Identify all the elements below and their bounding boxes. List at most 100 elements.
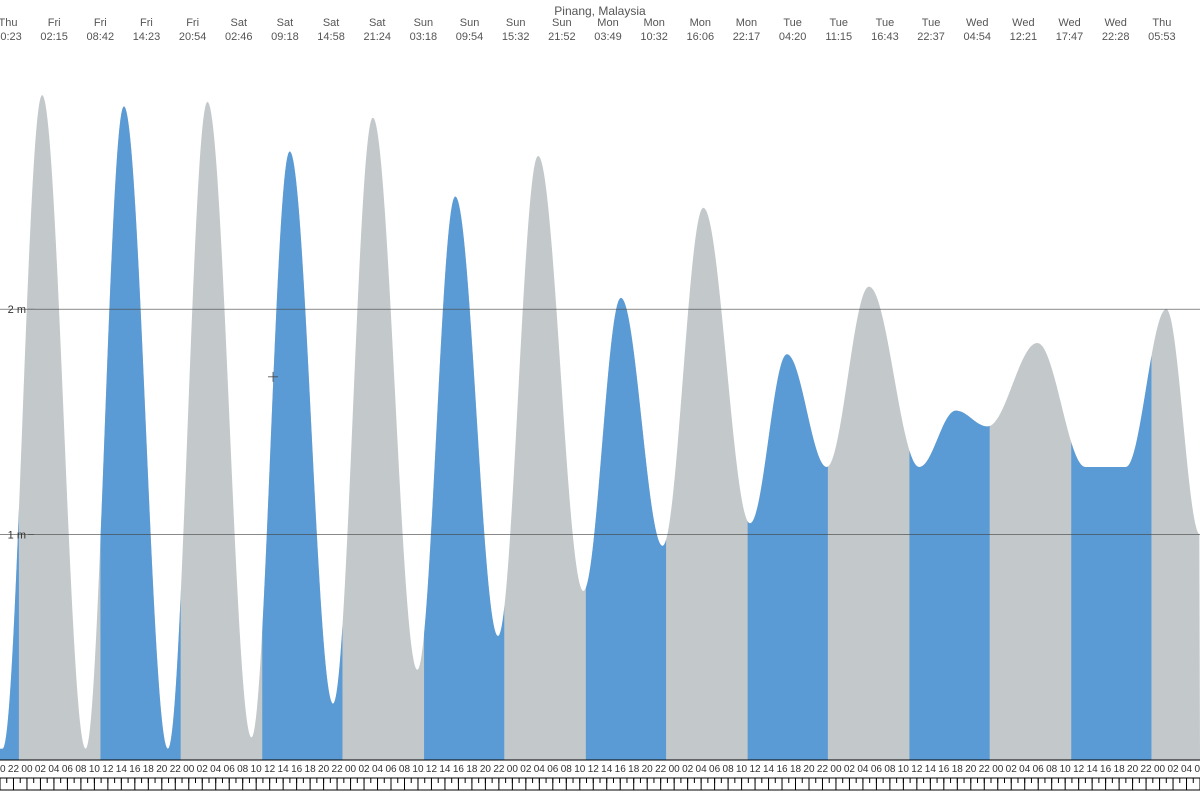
x-tick-label: 20 (965, 764, 977, 775)
x-tick-label: 04 (372, 764, 384, 775)
top-label-time: 20:54 (179, 31, 207, 43)
top-label-time: 17:47 (1056, 31, 1084, 43)
x-tick-label: 22 (493, 764, 505, 775)
x-tick-label: 22 (655, 764, 667, 775)
x-tick-label: 08 (237, 764, 249, 775)
top-label-day: Thu (1152, 17, 1171, 29)
x-tick-label: 20 (642, 764, 654, 775)
x-tick-label: 14 (763, 764, 775, 775)
top-label-day: Fri (48, 17, 61, 29)
top-label-time: 04:20 (779, 31, 807, 43)
x-tick-label: 16 (129, 764, 141, 775)
top-label-day: Fri (186, 17, 199, 29)
top-label-time: 11:15 (825, 31, 852, 43)
top-label-time: 14:23 (133, 31, 161, 43)
top-label-day: Mon (643, 17, 664, 29)
x-tick-label: 04 (857, 764, 869, 775)
x-tick-label: 12 (1073, 764, 1085, 775)
x-tick-label: 06 (871, 764, 883, 775)
x-tick-label: 00 (1154, 764, 1166, 775)
x-tick-label: 22 (979, 764, 991, 775)
x-tick-label: 02 (844, 764, 856, 775)
x-tick-label: 22 (1141, 764, 1153, 775)
y-axis-label: 2 m (8, 304, 26, 316)
x-tick-label: 12 (749, 764, 761, 775)
x-tick-label: 18 (1114, 764, 1126, 775)
x-tick-label: 02 (1006, 764, 1018, 775)
x-tick-label: 06 (547, 764, 559, 775)
top-label-time: 22:37 (917, 31, 945, 43)
top-label-time: 22:17 (733, 31, 761, 43)
x-tick-label: 08 (884, 764, 896, 775)
x-tick-label: 10 (251, 764, 263, 775)
x-tick-label: 16 (938, 764, 950, 775)
x-tick-label: 18 (952, 764, 964, 775)
top-label-day: Sat (323, 17, 340, 29)
top-label-time: 09:54 (456, 31, 484, 43)
top-label-day: Sun (414, 17, 434, 29)
top-label-time: 14:58 (317, 31, 345, 43)
x-tick-label: 20 (803, 764, 815, 775)
top-label-day: Tue (922, 17, 941, 29)
x-tick-label: 12 (911, 764, 923, 775)
top-label-time: 10:32 (640, 31, 668, 43)
x-tick-label: 12 (102, 764, 114, 775)
x-tick-label: 06 (1033, 764, 1045, 775)
x-tick-label: 14 (278, 764, 290, 775)
x-tick-label: 02 (197, 764, 209, 775)
top-label-time: 21:52 (548, 31, 576, 43)
x-tick-label: 02 (1167, 764, 1179, 775)
x-tick-label: 08 (561, 764, 573, 775)
chart-svg: 1 m2 m2022000204060810121416182022000204… (0, 0, 1200, 800)
top-label-day: Wed (1104, 17, 1126, 29)
x-tick-label: 00 (507, 764, 519, 775)
x-tick-label: 08 (1046, 764, 1058, 775)
x-tick-label: 16 (1100, 764, 1112, 775)
x-tick-label: 22 (8, 764, 20, 775)
x-tick-label: 06 (1194, 764, 1200, 775)
top-label-day: Wed (1012, 17, 1034, 29)
x-tick-label: 10 (736, 764, 748, 775)
top-label-day: Tue (783, 17, 802, 29)
chart-title: Pinang, Malaysia (0, 4, 1200, 18)
x-tick-label: 12 (588, 764, 600, 775)
x-tick-label: 18 (790, 764, 802, 775)
x-tick-label: 00 (830, 764, 842, 775)
x-tick-label: 10 (898, 764, 910, 775)
top-label-day: Sun (506, 17, 526, 29)
x-tick-label: 20 (318, 764, 330, 775)
x-tick-label: 04 (696, 764, 708, 775)
top-label-time: 20:23 (0, 31, 22, 43)
x-tick-label: 18 (628, 764, 640, 775)
x-tick-label: 22 (817, 764, 829, 775)
top-label-day: Tue (876, 17, 895, 29)
x-tick-label: 18 (305, 764, 317, 775)
top-label-time: 02:15 (40, 31, 68, 43)
top-label-day: Sat (277, 17, 294, 29)
top-label-time: 03:18 (410, 31, 438, 43)
x-tick-label: 14 (925, 764, 937, 775)
top-label-day: Fri (140, 17, 153, 29)
x-tick-label: 04 (210, 764, 222, 775)
x-tick-label: 00 (992, 764, 1004, 775)
top-label-day: Sat (369, 17, 386, 29)
x-tick-label: 18 (466, 764, 478, 775)
x-tick-label: 00 (669, 764, 681, 775)
x-tick-label: 14 (116, 764, 128, 775)
top-label-day: Mon (736, 17, 757, 29)
x-tick-label: 16 (615, 764, 627, 775)
x-tick-label: 08 (723, 764, 735, 775)
x-tick-label: 10 (89, 764, 101, 775)
x-tick-label: 14 (439, 764, 451, 775)
top-label-day: Wed (1058, 17, 1080, 29)
top-label-time: 16:06 (687, 31, 715, 43)
top-label-time: 22:28 (1102, 31, 1130, 43)
x-tick-label: 16 (453, 764, 465, 775)
x-tick-label: 04 (534, 764, 546, 775)
top-label-day: Wed (966, 17, 988, 29)
x-tick-label: 02 (682, 764, 694, 775)
top-label-time: 03:49 (594, 31, 622, 43)
x-tick-label: 10 (412, 764, 424, 775)
top-label-time: 09:18 (271, 31, 299, 43)
x-tick-label: 22 (332, 764, 344, 775)
